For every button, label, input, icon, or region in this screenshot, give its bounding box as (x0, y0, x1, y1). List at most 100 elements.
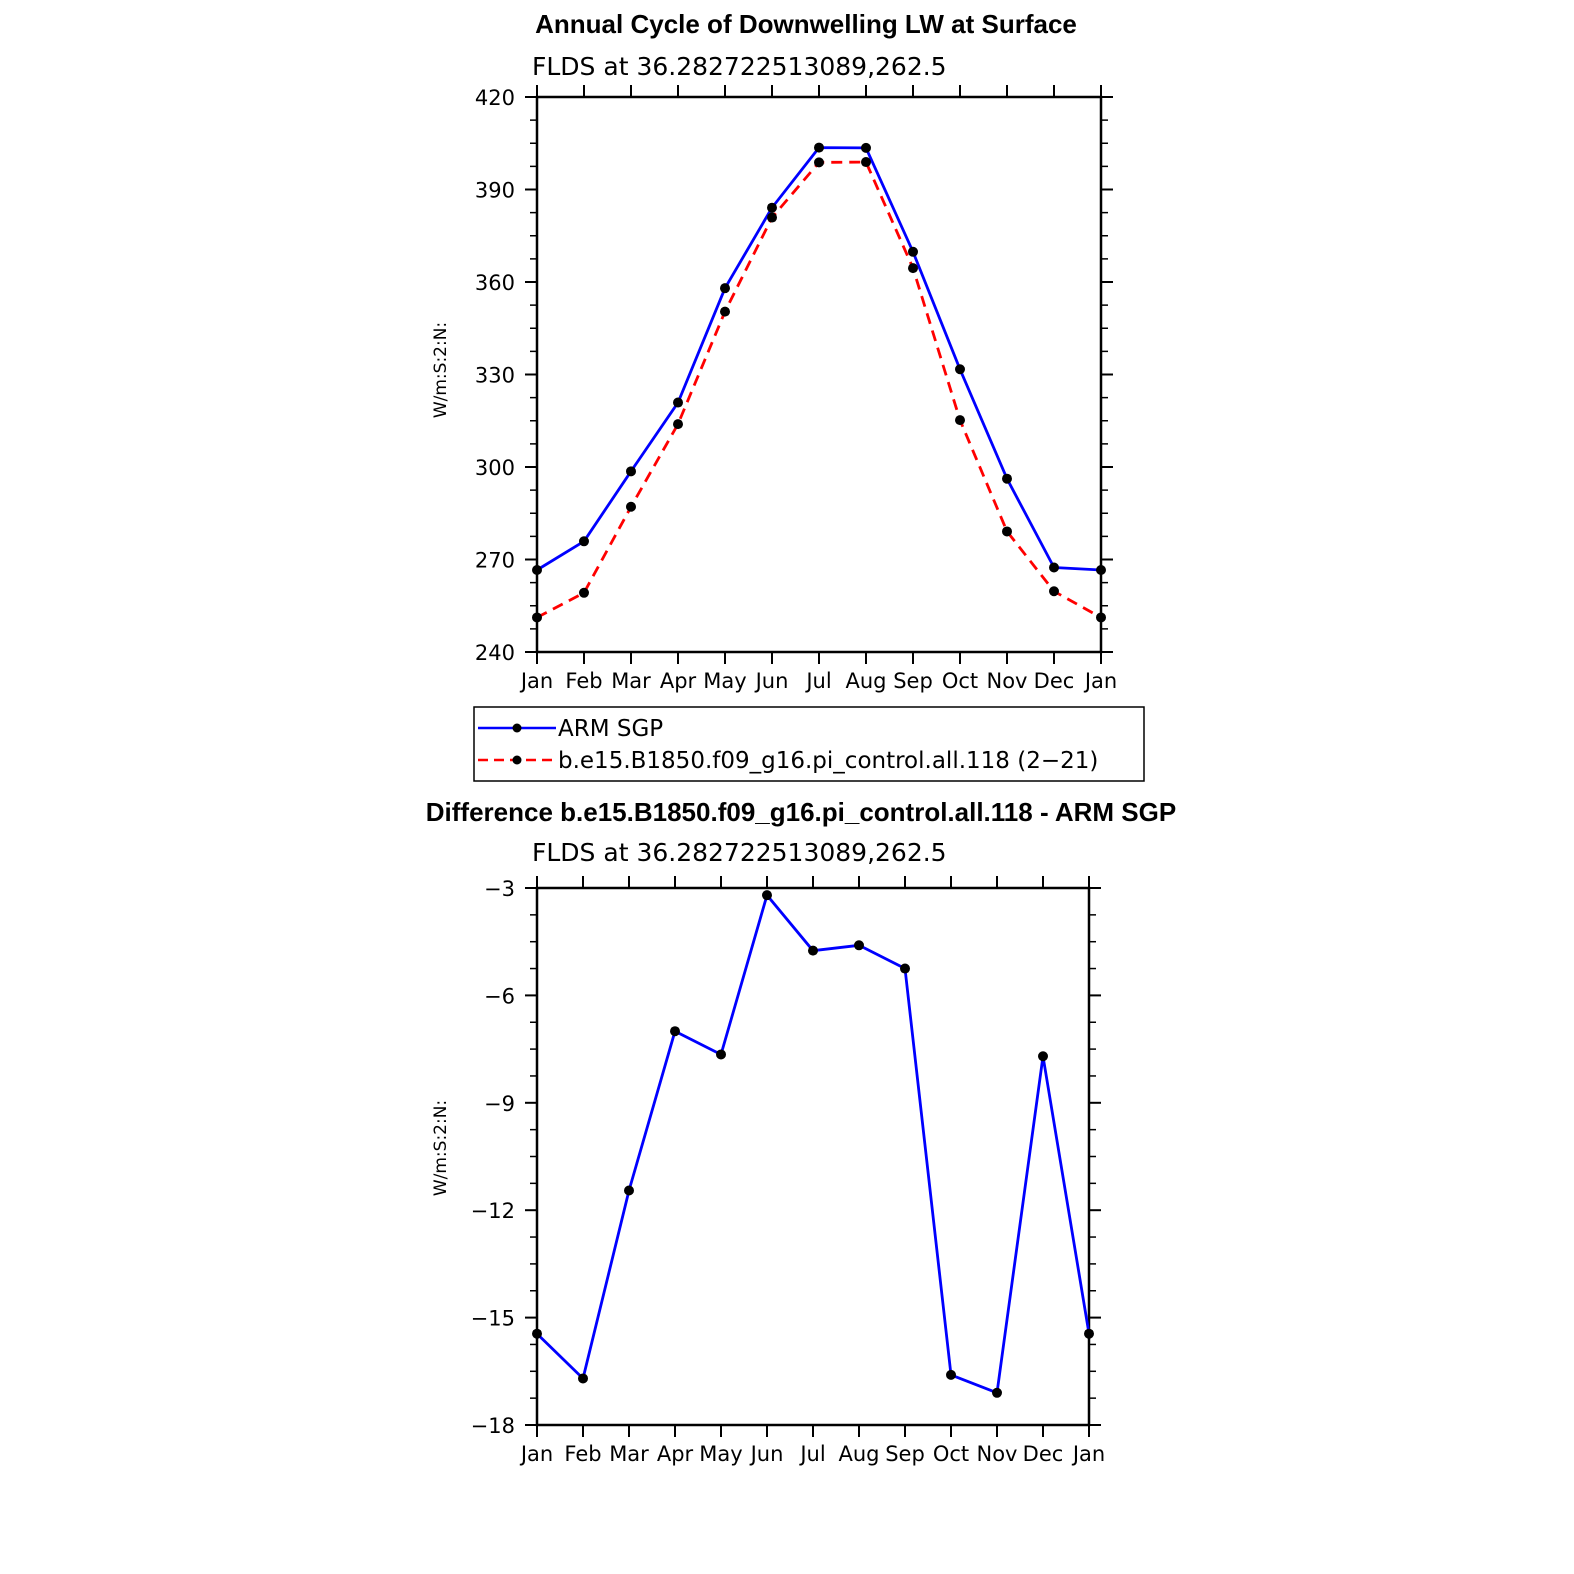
data-point (900, 963, 910, 974)
y-tick-label: 330 (475, 364, 515, 388)
data-point (532, 1328, 542, 1339)
y-tick-label: −6 (484, 984, 515, 1008)
annual-cycle-chart: Annual Cycle of Downwelling LW at Surfac… (431, 9, 1145, 782)
data-point (992, 1387, 1002, 1398)
x-tick-label: Jan (1083, 669, 1117, 693)
legend: ARM SGP b.e15.B1850.f09_g16.pi_control.a… (473, 706, 1145, 782)
y-tick-label: −9 (484, 1092, 515, 1116)
data-point (908, 246, 918, 257)
data-point (955, 364, 965, 375)
y-tick-label: 300 (475, 456, 515, 480)
y-axis-label: W/m:S:2:N: (431, 322, 451, 418)
x-tick-label: Jul (798, 1442, 825, 1466)
x-tick-label: Jun (749, 1442, 784, 1466)
data-point (762, 890, 772, 901)
data-point (673, 419, 683, 430)
data-point (1002, 473, 1012, 484)
data-point (1096, 564, 1106, 575)
y-tick-label: 270 (475, 549, 515, 573)
x-tick-label: Jan (519, 669, 553, 693)
x-tick-label: Jul (804, 669, 831, 693)
data-point (720, 306, 730, 317)
x-tick-label: May (703, 669, 746, 693)
x-tick-label: Apr (660, 669, 697, 693)
x-tick-label: Feb (564, 1442, 601, 1466)
data-point (854, 940, 864, 951)
x-tick-label: Nov (987, 669, 1028, 693)
x-tick-label: Mar (609, 1442, 649, 1466)
data-point (1049, 562, 1059, 573)
x-tick-label: Dec (1023, 1442, 1064, 1466)
x-tick-label: Aug (838, 1442, 879, 1466)
data-point (579, 587, 589, 598)
x-tick-label: Sep (893, 669, 933, 693)
x-tick-label: Apr (657, 1442, 694, 1466)
data-point (814, 142, 824, 153)
data-point (579, 536, 589, 547)
data-point (1002, 526, 1012, 537)
data-point (861, 142, 871, 153)
series-line-0 (536, 146, 1102, 572)
data-point (1084, 1328, 1094, 1339)
series-line-0 (536, 893, 1091, 1395)
y-tick-label: −18 (471, 1414, 515, 1438)
y-tick-label: 360 (475, 271, 515, 295)
plot-area: −18 −15 −12 −9 −6 −3 Jan Feb Mar Apr May Jun Jul Aug S… (471, 876, 1105, 1466)
y-tick-label: −15 (471, 1307, 515, 1331)
data-point (908, 263, 918, 274)
data-point (578, 1373, 588, 1384)
plot-frame (535, 886, 1091, 1427)
data-point (1049, 586, 1059, 597)
chart-title: Difference b.e15.B1850.f09_g16.pi_contro… (426, 797, 1176, 827)
y-axis-label: W/m:S:2:N: (431, 1100, 451, 1196)
legend-marker-model (512, 755, 522, 765)
x-tick-label: Mar (611, 669, 651, 693)
y-tick-label: 240 (475, 641, 515, 665)
data-point (814, 157, 824, 168)
data-point (716, 1049, 726, 1060)
data-point (720, 283, 730, 294)
x-tick-label: Oct (933, 1442, 969, 1466)
data-point (670, 1026, 680, 1037)
x-tick-label: Feb (565, 669, 602, 693)
data-point (946, 1369, 956, 1380)
x-tick-label: Dec (1034, 669, 1075, 693)
data-point (532, 612, 542, 623)
y-tick-label: −12 (471, 1199, 515, 1223)
x-tick-label: Oct (942, 669, 978, 693)
y-tick-label: 390 (475, 179, 515, 203)
chart-title: Annual Cycle of Downwelling LW at Surfac… (535, 9, 1077, 39)
data-point (626, 501, 636, 512)
y-tick-label: 420 (475, 86, 515, 110)
data-point (1096, 612, 1106, 623)
difference-chart: Difference b.e15.B1850.f09_g16.pi_contro… (426, 797, 1176, 1466)
data-point (955, 415, 965, 426)
chart-subtitle: FLDS at 36.282722513089,262.5 (532, 838, 947, 867)
chart-subtitle: FLDS at 36.282722513089,262.5 (532, 52, 947, 81)
data-point (767, 212, 777, 223)
y-tick-label: −3 (484, 877, 515, 901)
data-point (626, 466, 636, 477)
data-point (767, 202, 777, 213)
x-tick-label: May (699, 1442, 742, 1466)
x-tick-label: Jun (754, 669, 789, 693)
data-point (861, 157, 871, 168)
plot-area: 240 270 300 330 360 390 420 Jan Feb Mar Apr May Jun J… (475, 85, 1117, 693)
x-tick-label: Jan (519, 1442, 553, 1466)
data-point (808, 945, 818, 956)
legend-marker-arm-sgp (512, 723, 522, 733)
x-tick-label: Jan (1071, 1442, 1105, 1466)
x-tick-label: Nov (977, 1442, 1018, 1466)
legend-label-arm-sgp: ARM SGP (558, 716, 663, 742)
plot-frame (535, 95, 1103, 654)
series-line-1 (536, 160, 1102, 619)
x-tick-label: Aug (845, 669, 886, 693)
legend-label-model: b.e15.B1850.f09_g16.pi_control.all.118 (… (558, 748, 1098, 774)
data-point (624, 1185, 634, 1196)
data-point (673, 397, 683, 408)
x-tick-label: Sep (885, 1442, 925, 1466)
data-point (1038, 1051, 1048, 1062)
data-point (532, 564, 542, 575)
legend-box (473, 706, 1145, 782)
